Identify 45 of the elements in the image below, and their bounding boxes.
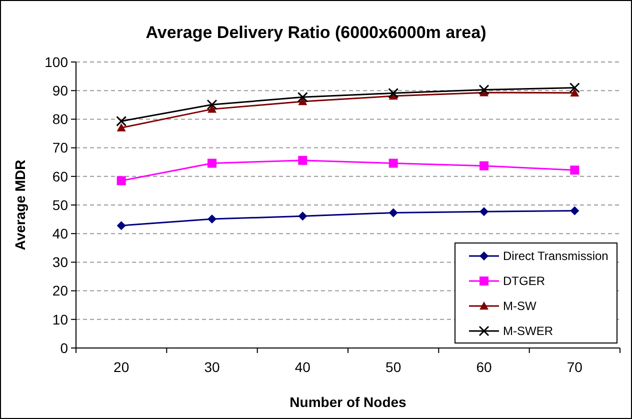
y-tick-label: 50 [52, 196, 68, 213]
point [208, 104, 216, 113]
x-tick-label: 40 [294, 359, 311, 375]
point [570, 206, 580, 216]
y-tick-label: 80 [52, 111, 68, 128]
point [206, 99, 218, 110]
legend-label: DTGER [503, 274, 546, 288]
point [298, 212, 308, 221]
point [208, 158, 216, 168]
x-tick-label: 50 [386, 359, 402, 375]
y-tick-label: 90 [52, 82, 68, 98]
point [388, 208, 398, 218]
point [116, 123, 126, 132]
point [570, 166, 580, 175]
y-tick-label: 40 [52, 226, 68, 242]
point [480, 207, 488, 216]
point [208, 214, 216, 224]
y-tick-label: 20 [52, 282, 68, 299]
y-tick-label: 60 [52, 168, 68, 184]
point [480, 161, 488, 170]
point [116, 176, 126, 186]
y-tick-label: 70 [52, 140, 68, 156]
legend-label: M-SWER [503, 324, 554, 338]
y-tick-label: 10 [52, 311, 68, 328]
point [116, 116, 127, 126]
point [388, 158, 398, 168]
point [116, 221, 126, 230]
y-tick-label: 0 [60, 340, 68, 356]
y-axis-title: Average MDR [12, 160, 28, 250]
point [298, 156, 308, 165]
x-tick-label: 30 [204, 359, 220, 375]
point [478, 84, 490, 95]
point [570, 88, 580, 96]
point [297, 92, 308, 102]
point [388, 88, 399, 98]
legend-label: Direct Transmission [503, 249, 608, 264]
chart-title: Average Delivery Ratio (6000x6000m area) [146, 23, 486, 42]
y-tick-label: 30 [52, 254, 68, 270]
x-tick-label: 70 [566, 359, 583, 375]
y-tick-label: 100 [44, 54, 68, 70]
x-tick-label: 60 [476, 359, 492, 375]
x-tick-label: 20 [114, 359, 130, 375]
point [569, 82, 580, 93]
x-axis-title: Number of Nodes [290, 394, 407, 410]
legend-label: M-SW [503, 299, 537, 314]
